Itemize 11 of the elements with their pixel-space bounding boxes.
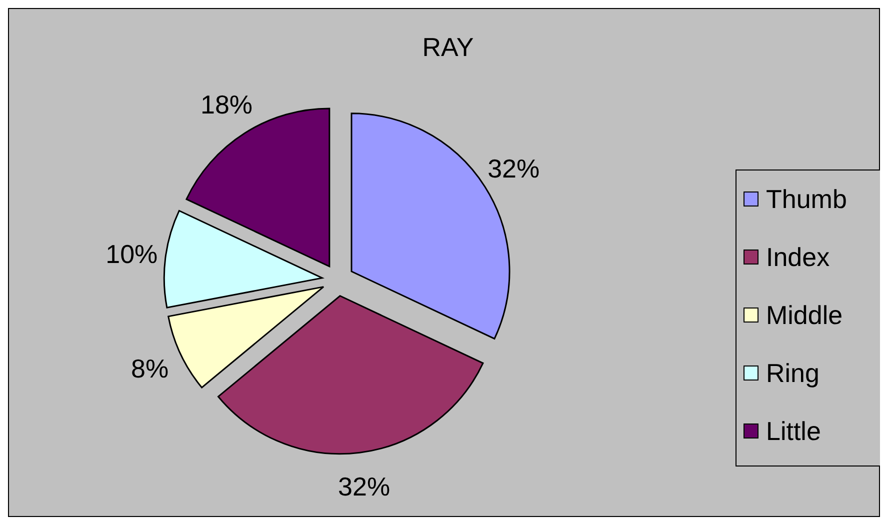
data-label: 18% (200, 89, 253, 120)
data-label: 32% (488, 154, 540, 184)
legend-label: Index (766, 242, 830, 272)
legend-label: Thumb (766, 184, 847, 214)
data-label: 10% (106, 238, 158, 269)
legend-label: Little (766, 416, 821, 446)
data-label: 32% (338, 471, 390, 502)
legend-label: Middle (766, 300, 843, 330)
legend-label: Ring (766, 358, 820, 388)
data-label: 8% (131, 354, 169, 384)
chart-title: RAY (422, 32, 474, 62)
